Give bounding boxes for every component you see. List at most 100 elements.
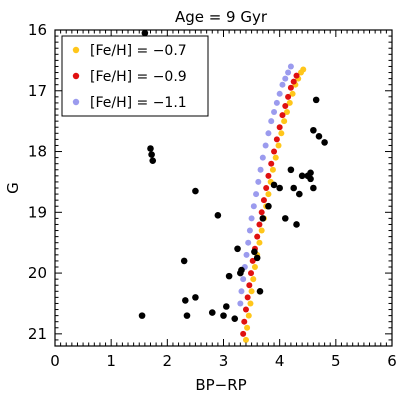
data-point-series-3: [293, 221, 300, 228]
data-point-series-0: [283, 109, 290, 116]
data-point-series-1: [265, 172, 272, 179]
x-tick-label: 0: [50, 352, 60, 370]
data-point-series-3: [310, 126, 317, 134]
data-point-series-0: [269, 166, 276, 173]
data-point-series-0: [300, 66, 307, 73]
data-point-series-1: [254, 233, 261, 240]
data-point-series-3: [310, 184, 317, 192]
data-point-series-3: [307, 175, 314, 183]
data-point-series-3: [276, 184, 283, 192]
y-tick-label: 20: [28, 264, 47, 282]
data-point-series-1: [249, 257, 256, 264]
data-point-series-2: [271, 109, 278, 116]
data-point-series-1: [256, 221, 263, 228]
data-point-series-1: [273, 136, 280, 143]
data-point-series-1: [241, 318, 248, 325]
data-point-series-1: [248, 270, 255, 277]
data-point-series-2: [265, 130, 272, 137]
data-point-series-0: [256, 239, 263, 246]
data-point-series-3: [183, 312, 191, 319]
data-point-series-3: [256, 288, 264, 295]
data-point-series-0: [247, 300, 254, 307]
data-point-series-0: [286, 99, 293, 106]
data-point-series-3: [182, 297, 189, 304]
data-point-series-3: [296, 190, 303, 198]
y-tick-label: 18: [28, 143, 47, 161]
data-point-series-3: [149, 157, 157, 164]
data-point-series-0: [272, 154, 279, 161]
data-point-series-1: [271, 148, 278, 155]
data-point-series-2: [255, 178, 262, 185]
data-point-series-1: [279, 112, 286, 119]
data-point-series-3: [270, 181, 278, 189]
data-point-series-2: [273, 99, 280, 106]
data-point-series-2: [243, 251, 250, 258]
chart-title: Age = 9 Gyr: [175, 8, 268, 26]
legend-marker-feh-1-1: [72, 98, 80, 106]
data-point-series-0: [244, 324, 251, 331]
data-point-series-2: [262, 142, 269, 149]
legend-box: [61, 35, 209, 117]
data-point-series-3: [180, 257, 188, 265]
data-point-series-3: [231, 315, 239, 322]
plot-area: [138, 30, 328, 343]
y-tick-label: 21: [28, 325, 47, 343]
data-point-series-3: [281, 215, 289, 222]
data-point-series-3: [253, 254, 261, 262]
data-point-series-1: [260, 197, 267, 204]
data-point-series-2: [287, 63, 294, 70]
data-point-series-2: [276, 90, 283, 97]
data-point-series-1: [258, 209, 265, 216]
data-point-series-0: [250, 276, 257, 283]
data-point-series-0: [265, 191, 272, 198]
data-point-series-2: [285, 69, 292, 76]
x-tick-label: 5: [331, 352, 341, 370]
data-point-series-2: [245, 239, 252, 246]
x-tick-label: 3: [219, 352, 229, 370]
data-point-series-1: [240, 330, 247, 337]
data-point-series-3: [298, 172, 306, 180]
data-point-series-2: [240, 276, 247, 283]
legend: [Fe/H] = −0.7 [Fe/H] = −0.9 [Fe/H] = −1.…: [61, 35, 209, 117]
data-point-series-1: [282, 102, 289, 109]
x-tick-label: 6: [387, 352, 397, 370]
data-point-series-2: [253, 191, 260, 198]
data-point-series-3: [148, 151, 155, 158]
data-point-series-3: [214, 212, 222, 219]
data-point-series-3: [147, 145, 154, 152]
data-point-series-1: [287, 84, 294, 91]
data-point-series-2: [248, 215, 255, 222]
data-point-series-2: [250, 203, 257, 210]
data-point-series-1: [276, 124, 283, 131]
data-point-series-1: [285, 93, 292, 100]
data-point-series-1: [242, 306, 249, 313]
x-axis-label: BP−RP: [195, 376, 246, 394]
data-point-series-3: [287, 166, 295, 174]
data-point-series-3: [208, 309, 216, 316]
data-point-series-0: [289, 90, 296, 97]
data-point-series-3: [220, 312, 227, 319]
data-point-series-1: [263, 185, 270, 191]
data-point-series-1: [246, 282, 253, 289]
data-point-series-0: [275, 142, 282, 149]
data-point-series-2: [282, 75, 289, 82]
data-point-series-0: [248, 288, 255, 295]
data-markers: [138, 30, 328, 343]
data-point-series-0: [281, 118, 288, 125]
data-point-series-3: [290, 184, 298, 192]
data-point-series-3: [223, 303, 230, 310]
data-point-series-3: [265, 202, 272, 210]
data-point-series-1: [290, 78, 297, 85]
data-point-series-2: [279, 81, 286, 88]
data-point-series-2: [246, 227, 253, 234]
data-point-series-2: [259, 154, 266, 161]
data-point-series-1: [244, 294, 251, 301]
data-point-series-2: [237, 300, 244, 307]
legend-label-feh-0-9: [Fe/H] = −0.9: [90, 69, 187, 85]
data-point-series-2: [238, 288, 245, 295]
y-tick-label: 16: [28, 21, 47, 39]
data-point-series-0: [242, 336, 249, 343]
data-point-series-3: [234, 245, 241, 253]
data-point-series-0: [278, 130, 285, 137]
